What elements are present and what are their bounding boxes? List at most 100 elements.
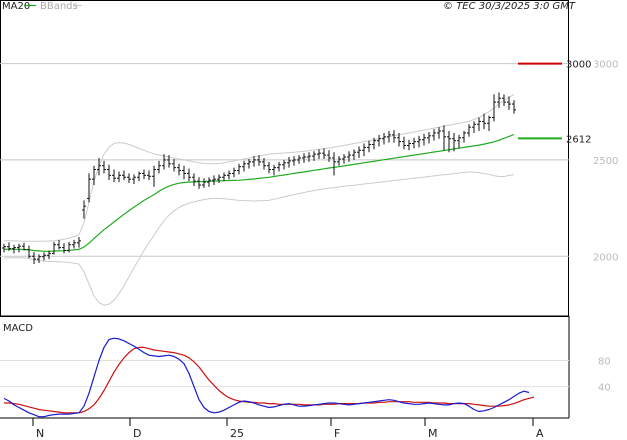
macd-line — [3, 337, 530, 418]
price-bar — [377, 134, 381, 147]
price-bar — [72, 239, 76, 249]
price-panel-frame — [0, 0, 569, 317]
x-tick-label: 25 — [230, 427, 244, 440]
ma20-line — [3, 133, 515, 252]
price-bar — [277, 161, 281, 172]
price-y-tick-label: 3000 — [593, 60, 618, 71]
price-bar — [482, 113, 486, 130]
bollinger-bands — [3, 93, 515, 306]
price-bar — [222, 172, 226, 182]
price-y-tick-label: 2500 — [593, 156, 618, 167]
price-bar — [37, 254, 41, 264]
level-lines: 3000 2612 — [518, 60, 591, 145]
price-bar — [512, 100, 516, 114]
price-bar — [197, 177, 201, 189]
price-bar — [157, 160, 161, 174]
price-bar — [107, 164, 111, 181]
price-bar — [352, 149, 356, 160]
price-bar — [102, 160, 106, 174]
price-bar — [252, 156, 256, 167]
price-bar — [172, 158, 176, 172]
price-bar — [127, 173, 131, 184]
price-bar — [47, 250, 51, 260]
chart-copyright: © TEC 30/3/2025 3:0 GMT — [443, 1, 576, 12]
price-bar — [257, 155, 261, 166]
price-bar — [17, 243, 21, 253]
price-bar — [432, 129, 436, 141]
macd-y-tick-label: 40 — [598, 383, 611, 394]
x-tick-label: N — [36, 427, 44, 440]
x-tick-label: D — [133, 427, 141, 440]
price-bar — [62, 243, 66, 254]
x-tick-label: M — [428, 427, 438, 440]
resistance-level-label: 3000 — [566, 60, 591, 71]
price-bar — [242, 160, 246, 172]
price-bar — [497, 92, 501, 108]
price-bar — [237, 163, 241, 175]
price-bar — [312, 151, 316, 161]
price-bar — [507, 96, 511, 110]
price-bar — [412, 137, 416, 149]
price-bar — [322, 148, 326, 159]
price-bar — [447, 131, 451, 153]
x-tick-labels: N D 25 F M A — [32, 418, 544, 440]
legend-ma20-label: MA20 — [2, 1, 30, 12]
price-bar — [207, 177, 211, 187]
price-bar — [217, 174, 221, 184]
price-bar — [307, 152, 311, 162]
price-bar — [182, 165, 186, 180]
price-bar — [2, 243, 6, 253]
price-bar — [332, 152, 336, 176]
legend-bbands-label: BBands — [40, 1, 78, 12]
price-bar — [462, 131, 466, 143]
price-bar — [367, 140, 371, 153]
price-bar — [12, 244, 16, 254]
price-bar — [357, 146, 361, 158]
ma20-series — [3, 133, 515, 252]
price-bar — [502, 94, 506, 106]
price-bar — [402, 136, 406, 150]
price-bar — [177, 163, 181, 176]
price-bar — [227, 170, 231, 180]
price-bar — [202, 178, 206, 188]
price-bar — [392, 130, 396, 143]
price-bar — [372, 137, 376, 150]
price-bar — [97, 158, 101, 176]
price-bar — [457, 134, 461, 149]
bbands-upper-line — [3, 93, 515, 242]
price-bar — [472, 121, 476, 133]
price-bar — [147, 170, 151, 181]
price-bar — [292, 156, 296, 166]
price-bar — [92, 165, 96, 185]
price-bar — [437, 127, 441, 139]
y-tick-labels: 3000 2500 2000 80 40 — [593, 60, 618, 394]
price-bar — [57, 239, 61, 250]
price-bar — [52, 241, 56, 255]
price-bar — [317, 149, 321, 159]
price-bar — [347, 151, 351, 162]
x-tick-label: A — [536, 427, 544, 440]
price-bar — [82, 200, 86, 219]
price-bar — [492, 94, 496, 122]
price-bar — [267, 161, 271, 174]
price-bar — [27, 245, 31, 259]
macd-signal-line — [4, 346, 535, 414]
price-bar — [262, 158, 266, 170]
price-bar — [122, 170, 126, 181]
price-bar — [282, 159, 286, 170]
price-bar — [407, 139, 411, 151]
price-bar — [442, 125, 446, 151]
price-bar — [247, 158, 251, 169]
price-bar — [67, 241, 71, 253]
price-bar — [112, 169, 116, 183]
price-y-tick-label: 2000 — [593, 252, 618, 263]
price-bar — [187, 168, 191, 182]
macd-series — [3, 337, 535, 418]
price-bar — [152, 165, 156, 187]
price-bar — [212, 175, 216, 185]
price-bar — [487, 115, 491, 132]
price-bar — [272, 164, 276, 176]
price-bar — [162, 154, 166, 170]
x-tick-label: F — [334, 427, 340, 440]
